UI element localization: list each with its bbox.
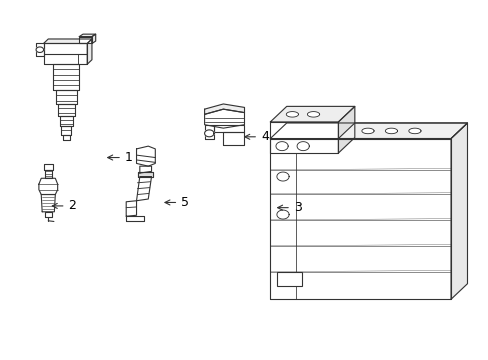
- Polygon shape: [307, 112, 319, 117]
- Text: 5: 5: [164, 196, 189, 209]
- Polygon shape: [385, 128, 397, 134]
- Polygon shape: [79, 37, 92, 44]
- Polygon shape: [214, 125, 244, 132]
- Polygon shape: [270, 122, 338, 153]
- Bar: [277, 271, 301, 286]
- Polygon shape: [43, 44, 87, 64]
- Polygon shape: [126, 216, 143, 221]
- Polygon shape: [43, 165, 53, 170]
- Polygon shape: [39, 178, 58, 194]
- Text: 2: 2: [52, 199, 76, 212]
- Polygon shape: [361, 128, 373, 134]
- Polygon shape: [45, 170, 51, 178]
- Polygon shape: [204, 125, 214, 139]
- Polygon shape: [275, 141, 287, 150]
- Polygon shape: [285, 112, 298, 117]
- Polygon shape: [61, 126, 71, 135]
- Polygon shape: [408, 128, 420, 134]
- Polygon shape: [44, 212, 52, 217]
- Polygon shape: [87, 39, 92, 64]
- Polygon shape: [204, 109, 244, 128]
- Polygon shape: [338, 123, 467, 139]
- Polygon shape: [136, 146, 155, 166]
- Polygon shape: [204, 130, 214, 137]
- Polygon shape: [338, 107, 354, 153]
- Polygon shape: [270, 139, 450, 299]
- Polygon shape: [36, 44, 43, 55]
- Polygon shape: [270, 123, 467, 139]
- Polygon shape: [204, 104, 244, 114]
- Text: 4: 4: [244, 130, 268, 143]
- Text: 3: 3: [277, 201, 301, 214]
- Polygon shape: [58, 104, 74, 116]
- Polygon shape: [450, 123, 467, 299]
- Polygon shape: [92, 34, 96, 44]
- Polygon shape: [36, 47, 43, 53]
- Polygon shape: [136, 176, 151, 201]
- Polygon shape: [223, 132, 244, 145]
- Polygon shape: [140, 166, 151, 173]
- Polygon shape: [276, 172, 288, 181]
- Text: 1: 1: [107, 151, 132, 164]
- Polygon shape: [53, 64, 79, 90]
- Polygon shape: [276, 210, 288, 219]
- Polygon shape: [297, 141, 308, 150]
- Polygon shape: [79, 34, 96, 37]
- Polygon shape: [41, 194, 55, 212]
- Polygon shape: [60, 116, 73, 126]
- Polygon shape: [43, 39, 92, 44]
- Polygon shape: [138, 172, 153, 176]
- Polygon shape: [56, 90, 77, 104]
- Polygon shape: [62, 135, 70, 140]
- Polygon shape: [270, 107, 354, 122]
- Polygon shape: [126, 201, 136, 216]
